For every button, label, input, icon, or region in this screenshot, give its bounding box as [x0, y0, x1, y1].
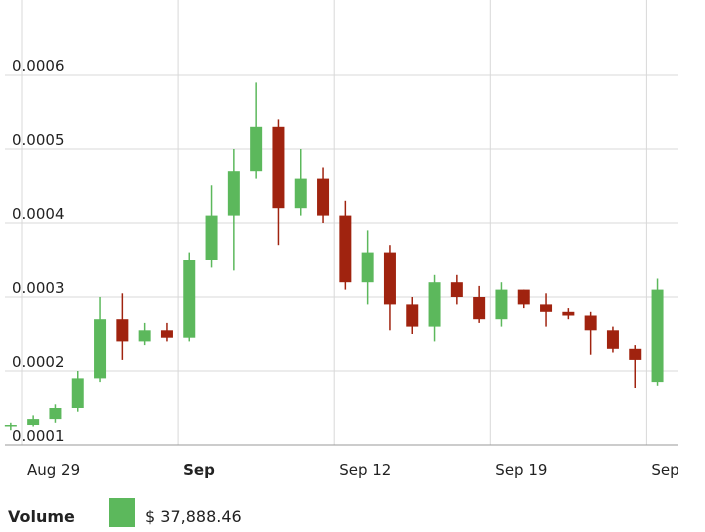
candle-body	[517, 289, 530, 305]
candle-body	[49, 408, 62, 420]
candle-body	[540, 304, 553, 312]
x-tick-label: Sep	[651, 461, 679, 479]
x-tick-label: Sep 19	[495, 461, 547, 479]
y-tick-label: 0.0002	[12, 353, 65, 371]
candle-body	[71, 378, 84, 408]
y-tick-label: 0.0003	[12, 279, 65, 297]
plot-area: Aug 29 Sep Sep 12 Sep 19 Sep 0.0001 0.0002 0.00…	[4, 0, 679, 479]
footer-value: $ 37,888.46	[145, 507, 242, 526]
x-tick-label: Sep	[183, 461, 215, 479]
candle-body	[250, 126, 263, 172]
volume-swatch	[109, 498, 135, 527]
y-tick-label: 0.0004	[12, 205, 65, 223]
candle-body	[651, 289, 664, 383]
y-tick-label: 0.0006	[12, 57, 65, 75]
candle-body	[205, 215, 218, 260]
candle-body	[272, 126, 285, 209]
candle-body	[160, 330, 173, 338]
candle-body	[606, 330, 619, 349]
candle-body	[629, 348, 642, 360]
candle-body	[450, 282, 463, 297]
candle-body	[406, 304, 419, 327]
candle-body	[116, 319, 129, 342]
x-tick-label: Aug 29	[27, 461, 80, 479]
candle-body	[138, 330, 151, 342]
x-tick-label: Sep 12	[339, 461, 391, 479]
candle-body	[383, 252, 396, 305]
y-tick-label: 0.0005	[12, 131, 65, 149]
candle-body	[562, 311, 575, 316]
candle-body	[4, 425, 17, 427]
candle-body	[361, 252, 374, 283]
candle-body	[27, 419, 40, 426]
candle-body	[473, 297, 486, 320]
candle-body	[428, 282, 441, 327]
candle-body	[584, 315, 597, 331]
candle-body	[317, 178, 330, 216]
footer-label: Volume	[8, 507, 75, 526]
candle-body	[294, 178, 307, 209]
candle-body	[495, 289, 508, 320]
y-tick-label: 0.0001	[12, 427, 65, 445]
candle-body	[183, 260, 196, 338]
candle-body	[94, 319, 107, 379]
candle-body	[227, 171, 240, 216]
candle-body	[339, 215, 352, 283]
